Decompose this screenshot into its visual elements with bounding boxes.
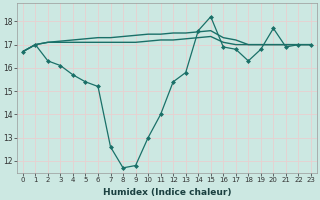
X-axis label: Humidex (Indice chaleur): Humidex (Indice chaleur)	[103, 188, 231, 197]
